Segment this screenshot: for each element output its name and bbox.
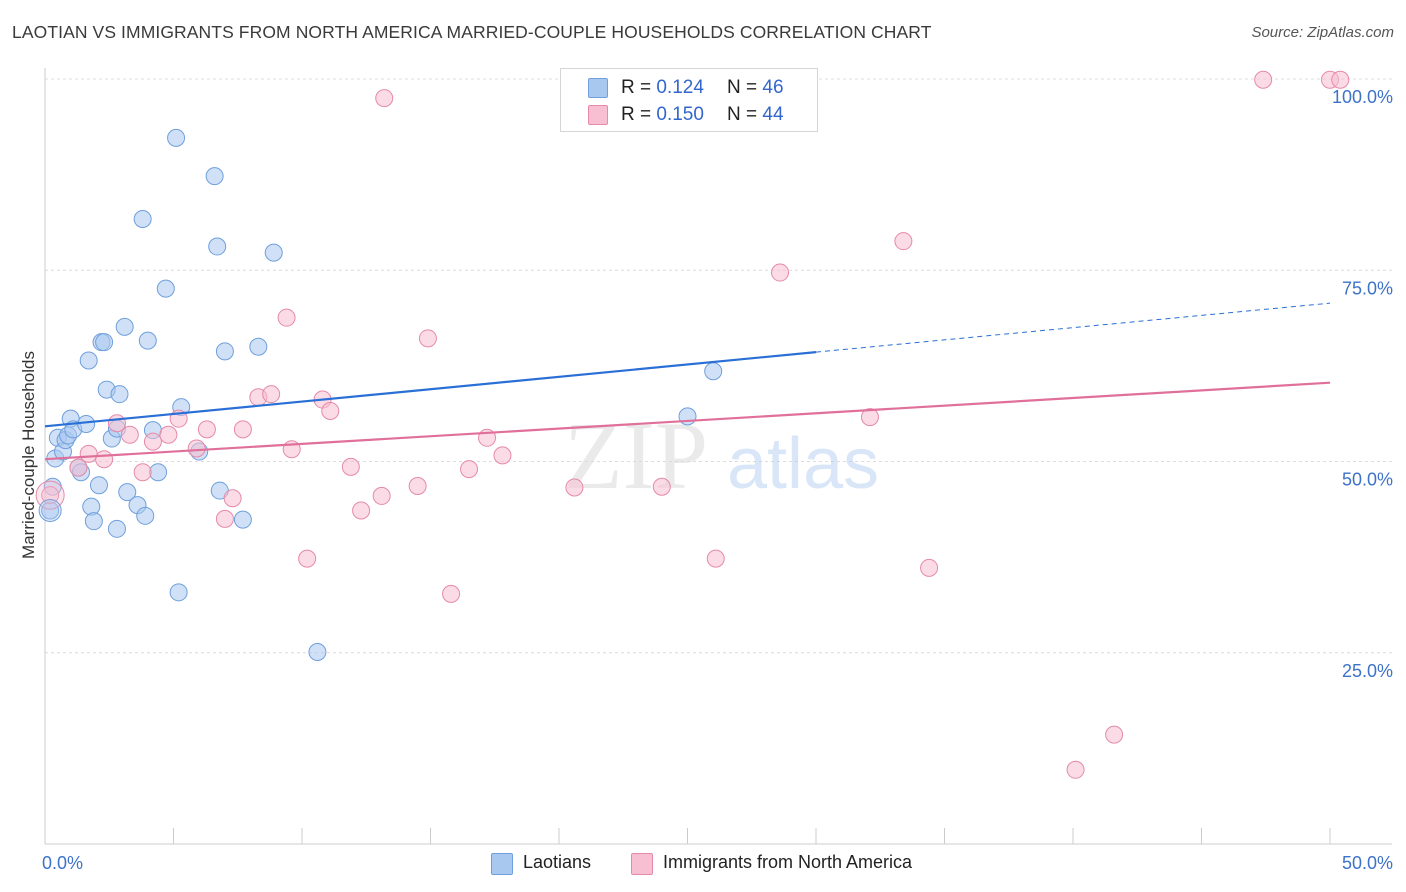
point-immigrants (1331, 70, 1350, 89)
x-tick-label: 50.0% (1342, 853, 1393, 873)
legend-swatch-laotians (588, 78, 608, 98)
point-laotians (38, 498, 62, 522)
bottom-legend-swatch-laotians (491, 853, 513, 875)
point-laotians (233, 510, 252, 529)
point-laotians (208, 237, 227, 256)
point-immigrants (95, 450, 114, 469)
point-laotians (149, 463, 168, 482)
point-immigrants (187, 439, 206, 458)
point-laotians (249, 337, 268, 356)
trend-line-laotians (44, 351, 817, 428)
legend-r-value: 0.124 (656, 77, 704, 98)
point-immigrants (262, 385, 281, 404)
point-immigrants (133, 463, 152, 482)
point-immigrants (372, 486, 391, 505)
legend-r-value: 0.150 (656, 104, 704, 125)
point-immigrants (771, 263, 790, 282)
point-immigrants (460, 460, 479, 479)
point-laotians (308, 642, 327, 661)
point-immigrants (69, 458, 88, 477)
trend-lines (44, 302, 1331, 461)
point-immigrants (143, 432, 162, 451)
source-label: Source: ZipAtlas.com (1251, 24, 1394, 41)
point-laotians (95, 333, 114, 352)
point-immigrants (298, 549, 317, 568)
tick-labels: 25.0% 50.0% 75.0% 100.0% 0.0% 50.0% (42, 87, 1393, 873)
point-immigrants (41, 486, 60, 505)
trend-line-laotians-extension (815, 302, 1331, 353)
point-laotians (84, 512, 103, 531)
bottom-legend-label-laotians: Laotians (523, 852, 592, 872)
point-laotians (264, 243, 283, 262)
point-laotians (215, 342, 234, 361)
point-immigrants (894, 232, 913, 251)
point-laotians (169, 583, 188, 602)
point-immigrants (341, 457, 360, 476)
point-immigrants (120, 425, 139, 444)
point-laotians (115, 317, 134, 336)
legend-r-label: R = (621, 77, 652, 98)
point-immigrants (493, 446, 512, 465)
point-immigrants (159, 425, 178, 444)
gridlines (45, 78, 1392, 654)
y-tick-label: 75.0% (1342, 278, 1393, 298)
legend-n-value: 44 (762, 104, 784, 125)
legend-r-label: R = (621, 104, 652, 125)
point-laotians (167, 128, 186, 147)
point-immigrants (920, 558, 939, 577)
point-laotians (89, 476, 108, 495)
point-laotians (133, 209, 152, 228)
point-immigrants (706, 549, 725, 568)
point-immigrants (1254, 70, 1273, 89)
point-laotians (205, 167, 224, 186)
point-immigrants (197, 420, 216, 439)
point-immigrants (1066, 760, 1085, 779)
x-tick-label: 0.0% (42, 853, 83, 873)
y-tick-label: 50.0% (1342, 470, 1393, 490)
trend-line-immigrants (44, 381, 1331, 461)
y-tick-label: 100.0% (1332, 87, 1393, 107)
point-immigrants (215, 509, 234, 528)
point-laotians (110, 385, 129, 404)
point-laotians (156, 279, 175, 298)
legend-n-value: 46 (762, 77, 784, 98)
point-laotians (136, 506, 155, 525)
point-laotians (118, 483, 137, 502)
point-immigrants (277, 308, 296, 327)
point-laotians (107, 519, 126, 538)
point-immigrants (860, 408, 879, 427)
point-immigrants (375, 89, 394, 108)
point-immigrants (223, 489, 242, 508)
legend-n-label: N = (727, 104, 758, 125)
point-immigrants (442, 584, 461, 603)
point-immigrants (408, 476, 427, 495)
point-laotians (704, 362, 723, 381)
point-immigrants (352, 501, 371, 520)
legend-n-label: N = (727, 77, 758, 98)
point-immigrants (652, 477, 671, 496)
point-immigrants (321, 402, 340, 421)
watermark: ZIP atlas (564, 402, 879, 509)
legend-swatch-immigrants (588, 105, 608, 125)
point-immigrants (233, 420, 252, 439)
point-immigrants (418, 329, 437, 348)
point-immigrants (79, 444, 98, 463)
point-laotians (79, 351, 98, 370)
y-tick-label: 25.0% (1342, 661, 1393, 681)
point-laotians (138, 331, 157, 350)
point-immigrants (1105, 725, 1124, 744)
axes (44, 68, 1392, 845)
bottom-legend-label-immigrants: Immigrants from North America (663, 852, 913, 872)
legend-box: R = 0.124 N = 46 R = 0.150 N = 44 (560, 68, 818, 132)
point-immigrants (565, 478, 584, 497)
bottom-legend-swatch-immigrants (631, 853, 653, 875)
watermark-atlas: atlas (727, 424, 879, 504)
chart-title: LAOTIAN VS IMMIGRANTS FROM NORTH AMERICA… (12, 22, 932, 42)
